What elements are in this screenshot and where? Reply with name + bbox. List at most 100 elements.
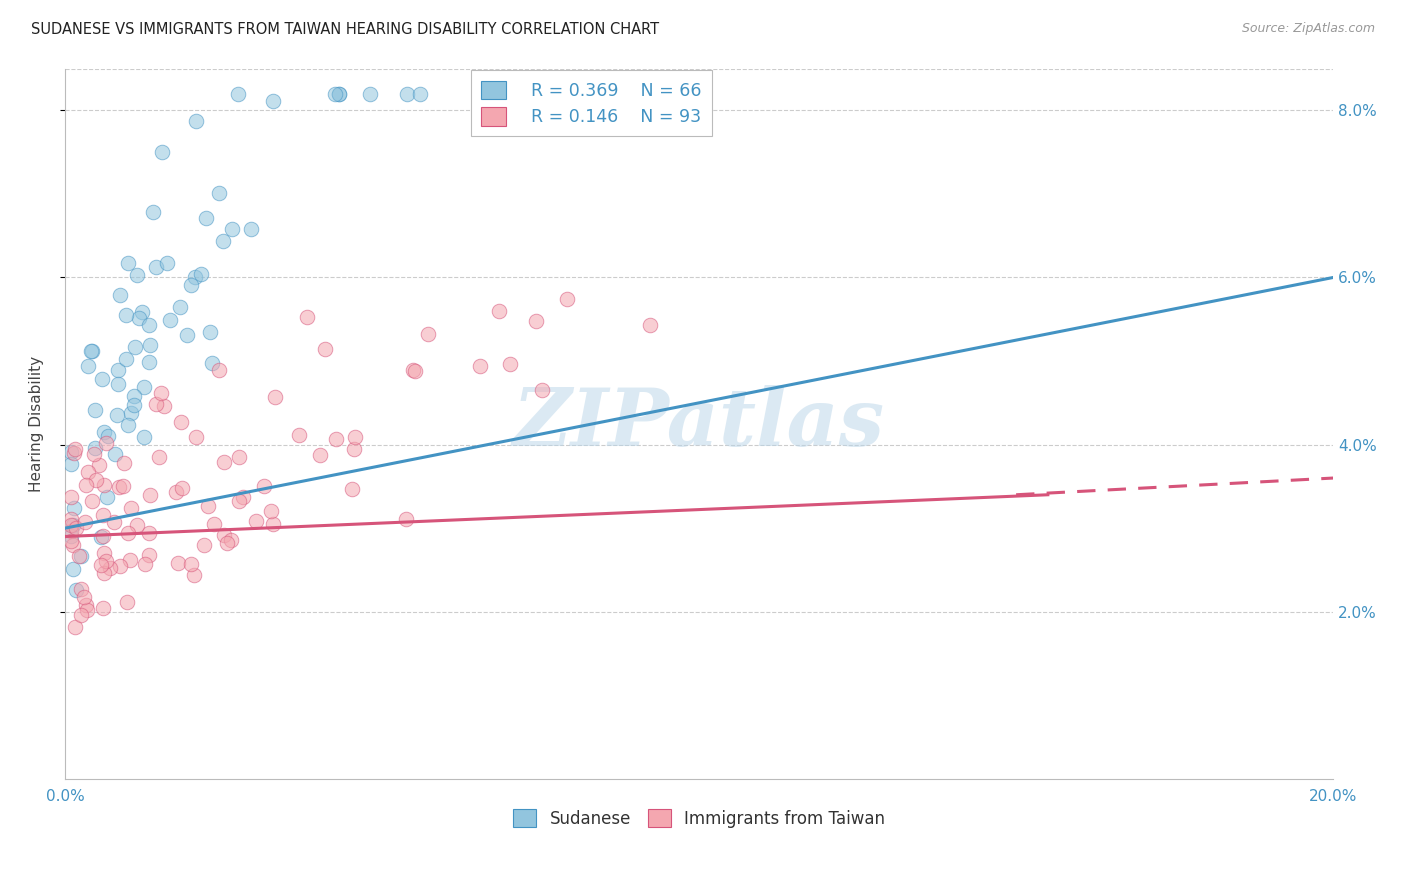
Point xyxy=(323,87,346,101)
Point xyxy=(138,338,160,352)
Point xyxy=(111,479,134,493)
Point xyxy=(555,292,578,306)
Legend: Sudanese, Immigrants from Taiwan: Sudanese, Immigrants from Taiwan xyxy=(506,803,891,835)
Point xyxy=(142,204,165,219)
Point xyxy=(65,521,87,535)
Point xyxy=(169,300,191,314)
Point xyxy=(108,558,131,573)
Point xyxy=(84,441,107,455)
Point xyxy=(60,518,83,533)
Point xyxy=(134,557,156,571)
Point xyxy=(70,607,93,622)
Point xyxy=(117,526,139,541)
Point xyxy=(60,529,83,543)
Point xyxy=(180,558,202,572)
Point xyxy=(159,313,181,327)
Point xyxy=(93,546,115,560)
Point xyxy=(91,529,114,543)
Point xyxy=(75,598,97,612)
Point xyxy=(208,363,231,377)
Point xyxy=(215,536,238,550)
Point xyxy=(93,425,115,440)
Point xyxy=(176,328,198,343)
Point xyxy=(80,494,103,508)
Point xyxy=(253,479,276,493)
Point xyxy=(65,442,87,456)
Point xyxy=(228,450,250,464)
Point xyxy=(153,400,176,414)
Point xyxy=(194,211,217,225)
Point xyxy=(167,557,190,571)
Point xyxy=(73,591,96,605)
Point xyxy=(183,567,205,582)
Point xyxy=(470,359,492,374)
Point xyxy=(156,255,179,269)
Point xyxy=(60,444,83,458)
Point xyxy=(65,582,87,597)
Point xyxy=(118,553,141,567)
Point xyxy=(139,488,162,502)
Point xyxy=(60,524,83,539)
Point xyxy=(202,517,225,532)
Point xyxy=(395,512,418,526)
Point xyxy=(60,491,83,505)
Point xyxy=(183,270,205,285)
Point xyxy=(228,494,250,508)
Point xyxy=(359,87,381,101)
Point xyxy=(124,340,146,354)
Point xyxy=(69,582,91,596)
Point xyxy=(138,526,160,541)
Point xyxy=(409,87,432,101)
Point xyxy=(309,448,332,462)
Point xyxy=(93,478,115,492)
Point xyxy=(489,87,512,101)
Point xyxy=(91,601,114,615)
Point xyxy=(114,456,136,470)
Point xyxy=(138,318,160,332)
Point xyxy=(67,549,90,563)
Point xyxy=(82,343,104,358)
Point xyxy=(262,94,284,108)
Point xyxy=(62,538,84,552)
Point xyxy=(104,447,127,461)
Point xyxy=(120,501,142,516)
Point xyxy=(76,359,98,373)
Point xyxy=(108,288,131,302)
Text: SUDANESE VS IMMIGRANTS FROM TAIWAN HEARING DISABILITY CORRELATION CHART: SUDANESE VS IMMIGRANTS FROM TAIWAN HEARI… xyxy=(31,22,659,37)
Point xyxy=(190,268,212,282)
Point xyxy=(117,255,139,269)
Point xyxy=(201,357,224,371)
Point xyxy=(150,386,173,401)
Point xyxy=(91,508,114,522)
Point xyxy=(193,537,215,551)
Point xyxy=(638,318,661,332)
Point xyxy=(402,363,425,377)
Point xyxy=(239,222,262,236)
Point xyxy=(138,355,160,369)
Point xyxy=(120,406,142,420)
Point xyxy=(76,603,98,617)
Point xyxy=(314,343,336,357)
Point xyxy=(90,372,112,386)
Point xyxy=(128,310,150,325)
Point xyxy=(89,458,111,473)
Point xyxy=(198,325,221,339)
Point xyxy=(488,304,510,318)
Point xyxy=(226,87,249,101)
Point xyxy=(75,515,97,529)
Point xyxy=(184,430,207,444)
Point xyxy=(172,481,194,495)
Point xyxy=(138,549,160,563)
Point xyxy=(96,491,118,505)
Point xyxy=(260,504,283,518)
Point xyxy=(84,473,107,487)
Point xyxy=(76,466,98,480)
Point xyxy=(396,87,419,101)
Point xyxy=(132,430,155,444)
Point xyxy=(245,514,267,528)
Point xyxy=(530,383,553,397)
Point xyxy=(127,518,149,533)
Point xyxy=(165,484,187,499)
Point xyxy=(145,260,167,274)
Point xyxy=(263,390,285,404)
